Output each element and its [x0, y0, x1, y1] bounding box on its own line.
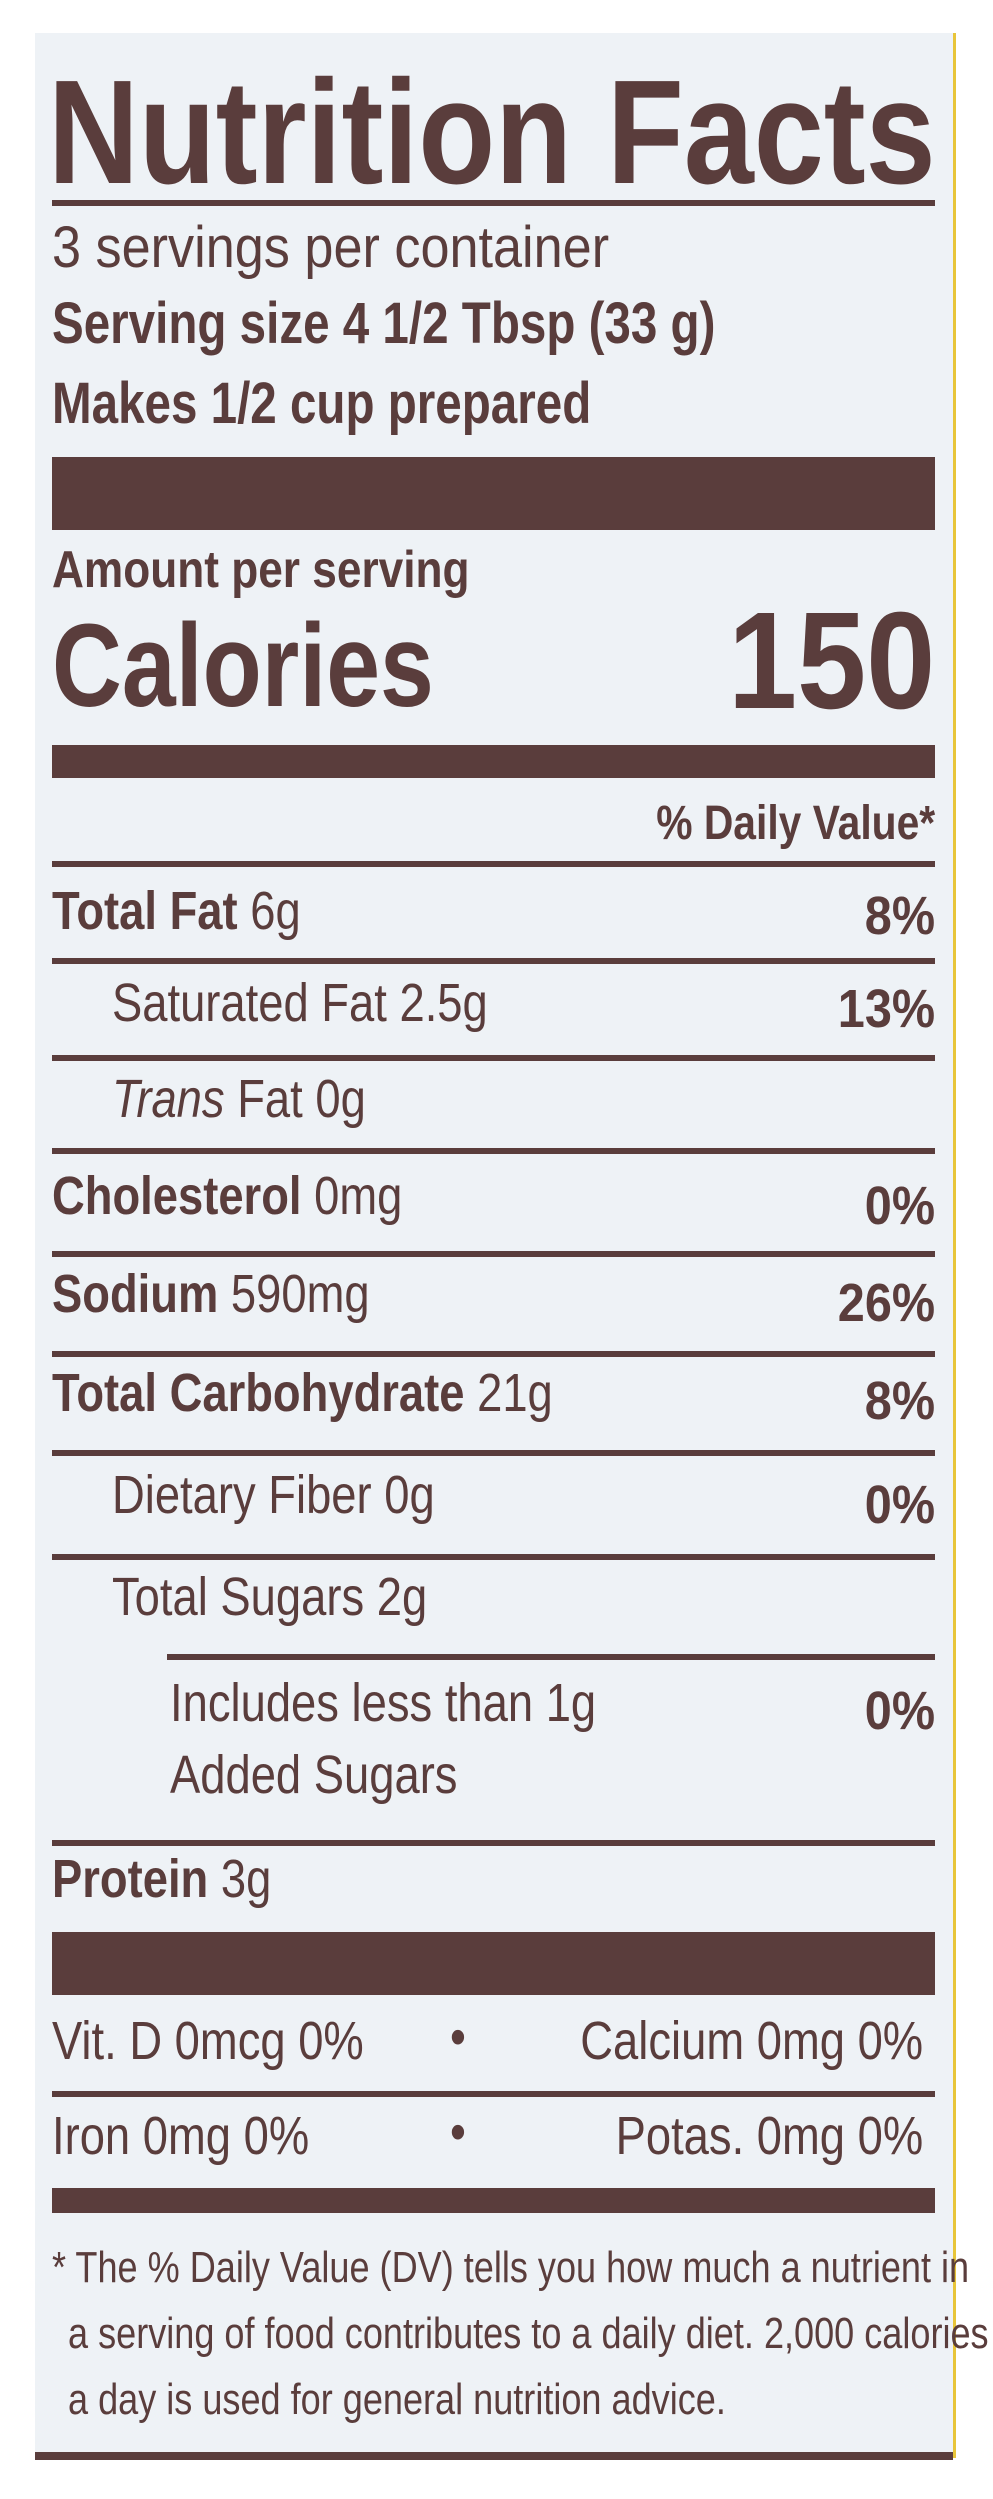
servings-per-container: 3 servings per container [52, 215, 610, 280]
divider [52, 861, 935, 867]
nutrient-name: Total Sugars [112, 1567, 365, 1627]
nutrient-total-sugars: Total Sugars 2g [112, 1566, 427, 1628]
iron: Iron 0mg 0% [52, 2106, 310, 2166]
calories-value: 150 [727, 584, 935, 738]
dv-sodium: 26% [837, 1273, 935, 1333]
dv-total-fat: 8% [864, 886, 935, 946]
nutrient-cholesterol: Cholesterol 0mg [52, 1165, 402, 1227]
nutrient-amount: 21g [477, 1363, 553, 1423]
dv-cholesterol: 0% [864, 1176, 935, 1236]
separator-dot: • [450, 2007, 466, 2067]
nutrient-amount: 6g [250, 881, 301, 941]
divider [52, 1554, 935, 1560]
divider [52, 1450, 935, 1456]
potassium: Potas. 0mg 0% [615, 2106, 923, 2166]
nutrient-saturated-fat: Saturated Fat 2.5g [112, 972, 488, 1034]
nutrient-name: Total Fat [52, 881, 238, 941]
amount-per-serving: Amount per serving [52, 541, 470, 599]
nutrient-name: Total Carbohydrate [52, 1363, 465, 1423]
nutrient-sodium: Sodium 590mg [52, 1263, 370, 1325]
divider [52, 1055, 935, 1061]
divider [52, 958, 935, 964]
nutrient-amount: 590mg [230, 1264, 370, 1324]
nutrient-amount: 2g [376, 1567, 428, 1627]
nutrient-added-sugars: Includes less than 1g [170, 1673, 597, 1733]
nutrient-name: Dietary Fiber [112, 1465, 372, 1525]
bottom-border [35, 2452, 953, 2460]
footnote-line-3: a day is used for general nutrition advi… [68, 2375, 726, 2424]
dv-saturated-fat: 13% [837, 979, 935, 1039]
divider [52, 2091, 935, 2097]
serving-size: Serving size 4 1/2 Tbsp (33 g) [52, 291, 716, 356]
nutrient-added-sugars-label: Added Sugars [170, 1745, 458, 1805]
footnote-line-1: * The % Daily Value (DV) tells you how m… [52, 2243, 970, 2292]
divider [52, 1840, 935, 1846]
divider [167, 1654, 935, 1660]
thick-divider [52, 2188, 935, 2213]
dv-total-carbohydrate: 8% [864, 1371, 935, 1431]
divider [52, 1351, 935, 1357]
nutrient-name: Protein [52, 1849, 209, 1909]
thick-divider [52, 745, 935, 778]
calories-label: Calories [52, 600, 434, 732]
thick-divider [52, 457, 935, 530]
title: Nutrition Facts [48, 50, 936, 215]
nutrient-total-fat: Total Fat 6g [52, 880, 301, 942]
divider [52, 200, 935, 206]
nutrient-name: Saturated Fat [112, 973, 387, 1033]
vitamin-d: Vit. D 0mcg 0% [52, 2011, 364, 2071]
nutrient-amount: Fat 0g [237, 1069, 366, 1129]
nutrition-panel [35, 33, 956, 2458]
nutrient-amount: 0mg [314, 1166, 403, 1226]
nutrient-name: Cholesterol [52, 1166, 302, 1226]
dv-added-sugars: 0% [864, 1681, 935, 1741]
nutrient-name: Trans [112, 1069, 225, 1129]
nutrient-amount: 2.5g [399, 973, 488, 1033]
nutrient-name: Sodium [52, 1264, 219, 1324]
thick-divider [52, 1932, 935, 1995]
makes-prepared: Makes 1/2 cup prepared [52, 371, 592, 436]
nutrient-amount: 0g [384, 1465, 435, 1525]
daily-value-header: % Daily Value* [656, 797, 935, 850]
calcium: Calcium 0mg 0% [580, 2011, 923, 2071]
dv-dietary-fiber: 0% [864, 1475, 935, 1535]
separator-dot: • [450, 2102, 466, 2162]
footnote-line-2: a serving of food contributes to a daily… [68, 2309, 989, 2358]
divider [52, 1148, 935, 1154]
divider [52, 1251, 935, 1257]
nutrient-total-carbohydrate: Total Carbohydrate 21g [52, 1362, 553, 1424]
nutrient-dietary-fiber: Dietary Fiber 0g [112, 1464, 435, 1526]
nutrient-protein: Protein 3g [52, 1848, 271, 1910]
nutrient-amount: 3g [220, 1849, 272, 1909]
nutrient-trans-fat: Trans Fat 0g [112, 1068, 366, 1130]
